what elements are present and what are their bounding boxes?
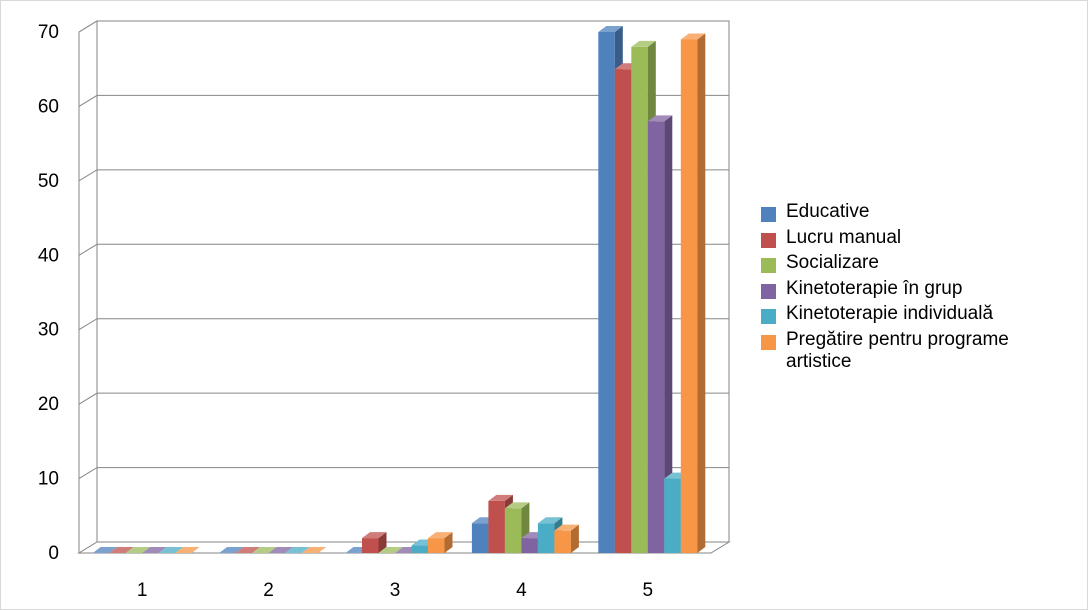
bar-top-5-2 [428,532,453,539]
bar-top-2-2 [378,547,403,553]
bar-3-4 [647,121,665,554]
bar-top-4-3 [537,517,563,524]
legend-swatch [761,334,776,350]
bar-top-2-4 [631,40,656,47]
y-tick-label: 40 [38,245,59,266]
y-tick-label: 0 [48,543,59,564]
gridline [78,94,729,107]
bar-top-4-0 [158,547,184,553]
legend-swatch [761,309,776,324]
y-tick-label: 20 [38,394,59,415]
legend-label: Lucru manual [786,226,902,248]
y-tick-label: 10 [38,469,59,490]
bar-top-1-0 [109,547,134,553]
bar-side-5-3 [570,524,579,553]
bar-0-4 [598,32,615,553]
bar-4-2 [411,545,428,553]
bar-top-0-4 [598,26,623,32]
legend-item: Pregătire pentru programe artistice [761,329,1081,373]
legend-swatch [761,258,776,273]
y-tick-label: 30 [38,320,59,341]
bar-top-1-3 [488,494,513,501]
legend-swatch [761,207,776,222]
chart-legend: Educative Lucru manual Socializare Kinetote… [761,201,1081,376]
bar-side-1-2 [378,532,387,553]
gridline [78,243,729,256]
bar-top-3-0 [142,547,167,553]
bar-4-4 [664,478,681,553]
legend-item: Socializare [761,252,1081,274]
bar-top-5-1 [301,547,327,553]
x-tick-label: 4 [516,580,527,601]
y-tick-label: 60 [38,96,59,117]
bar-top-2-1 [252,547,277,553]
x-tick-label: 3 [390,580,401,601]
bar-5-3 [554,530,571,553]
legend-label: Kinetoterapie individuală [786,303,994,324]
bar-3-3 [521,538,538,553]
bar-1-4 [614,69,632,553]
y-tick-label: 70 [38,22,59,43]
legend-item: Educative [761,201,1081,223]
y-tick-label: 50 [38,171,59,192]
bar-1-2 [362,538,379,553]
gridline [78,392,729,405]
bar-side-5-4 [697,33,706,553]
legend-label: Educative [786,201,870,222]
x-tick-label: 2 [263,580,274,601]
legend-label: Socializare [786,252,879,273]
bar-top-5-3 [554,524,579,531]
bar-top-5-4 [680,33,706,40]
bar-top-0-1 [219,547,244,553]
legend-swatch [761,232,776,248]
bar-top-2-0 [125,547,151,553]
bar-top-3-1 [268,547,294,553]
bar-1-3 [488,500,505,553]
bar-4-3 [537,523,555,553]
legend-item: Kinetoterapie individuală [761,303,1081,325]
legend-item: Kinetoterapie în grup [761,278,1081,300]
bar-top-3-4 [647,115,673,122]
legend-label: Kinetoterapie în grup [786,277,963,299]
bar-top-1-2 [362,532,387,539]
bar-2-3 [504,508,522,553]
x-tick-label: 5 [643,580,654,601]
bar-side-3-4 [664,115,673,554]
bar-side-5-2 [444,532,453,553]
gridline [78,467,729,479]
bar-5-2 [428,538,445,553]
bar-top-0-0 [92,547,118,553]
bar-0-3 [471,523,489,553]
bar-top-1-1 [235,547,261,553]
bar-top-2-3 [504,502,530,509]
legend-item: Lucru manual [761,227,1081,249]
bar-2-4 [631,46,648,554]
bar-top-5-0 [175,547,200,553]
legend-label: Pregătire pentru programe artistice [786,328,1009,372]
bar-5-4 [680,39,698,553]
gridline [78,318,729,331]
x-tick-label: 1 [137,580,148,601]
bar-top-4-1 [285,547,310,553]
gridline [78,169,729,182]
gridline [78,20,729,33]
legend-swatch [761,283,776,299]
